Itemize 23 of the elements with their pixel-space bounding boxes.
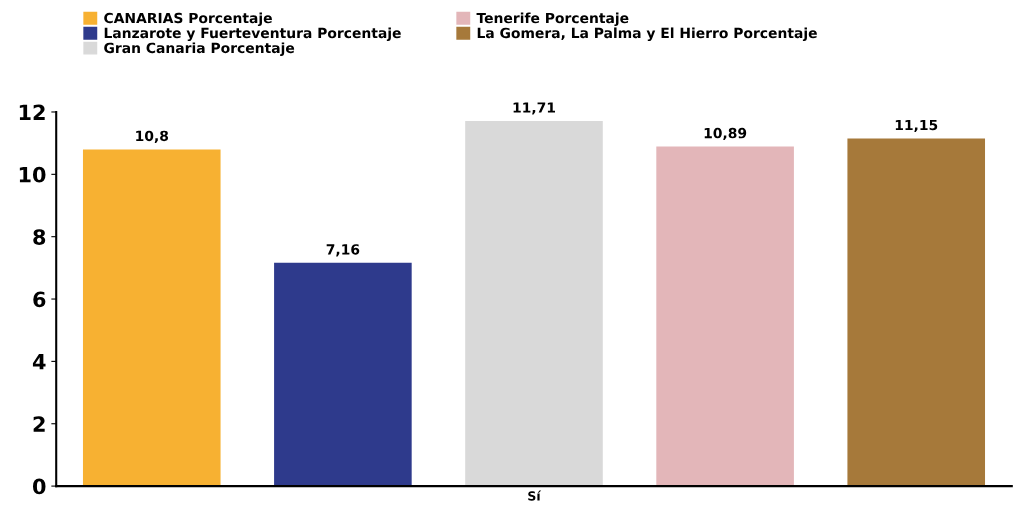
y-tick-label: 2 <box>33 416 45 432</box>
data-label: 7,16 <box>326 244 360 257</box>
data-label: 10,89 <box>704 127 747 141</box>
legend-label: CANARIAS Porcentaje <box>104 12 272 27</box>
bar <box>82 149 221 487</box>
y-tick-label: 8 <box>33 229 46 245</box>
bar <box>847 138 986 487</box>
legend-label: Gran Canaria Porcentaje <box>104 42 295 56</box>
y-tick-label: 10 <box>19 166 46 183</box>
legend-label: Tenerife Porcentaje <box>476 12 629 27</box>
bar <box>274 262 412 487</box>
x-tick-label: Sí <box>528 490 542 501</box>
y-tick-label: 4 <box>32 354 46 370</box>
bar <box>465 121 603 487</box>
y-tick-label: 0 <box>32 478 46 495</box>
data-label: 10,8 <box>136 130 169 143</box>
data-label: 11,71 <box>513 102 556 115</box>
data-label: 11,15 <box>895 119 938 133</box>
legend-label: Lanzarote y Fuerteventura Porcentaje <box>104 27 401 41</box>
y-tick-label: 12 <box>19 104 45 120</box>
bar <box>656 146 794 487</box>
y-tick-label: 6 <box>33 291 46 308</box>
legend-label: La Gomera, La Palma y El Hierro Porcentaje <box>477 27 817 41</box>
